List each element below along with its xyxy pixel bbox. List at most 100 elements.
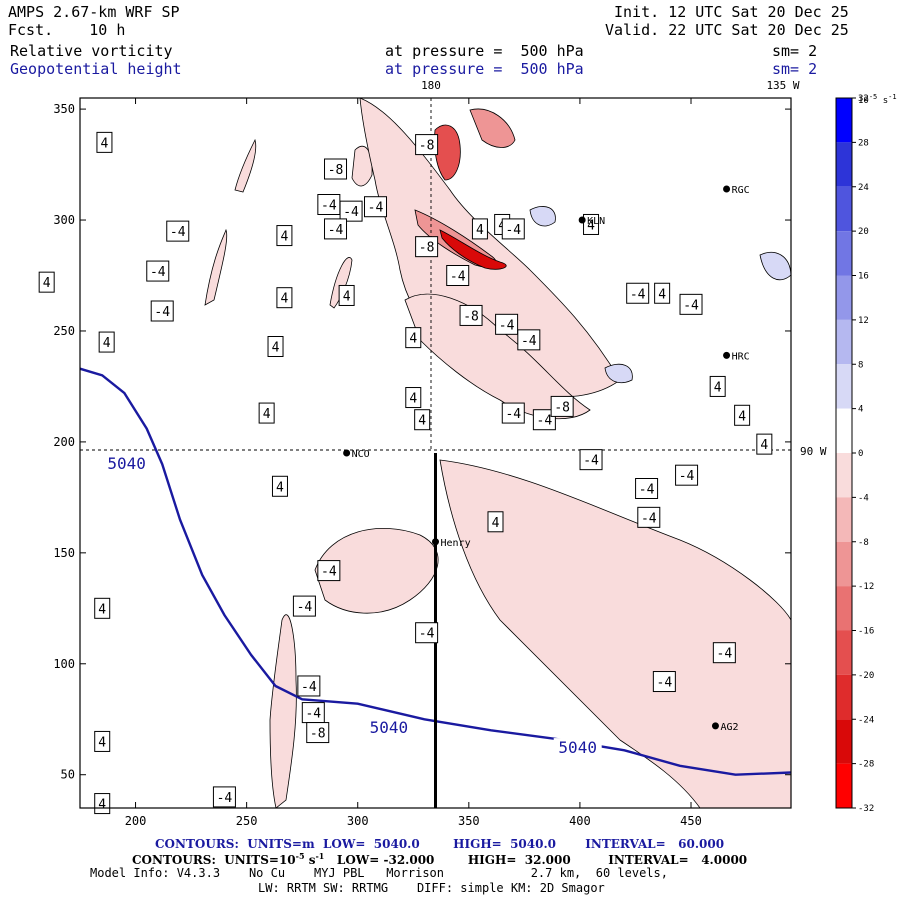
valid-time: Valid. 22 UTC Sat 20 Dec 25 xyxy=(605,21,849,39)
height-contour-labels: 5040 5040 5040 xyxy=(102,454,602,757)
vort-neg-1 xyxy=(529,206,556,227)
pressure-level-vorticity: at pressure = 500 hPa xyxy=(385,42,584,60)
vorticity-label-box xyxy=(324,218,348,240)
vort-core-n-2 xyxy=(469,108,516,148)
colorbar-segment-positive-vorticity xyxy=(836,719,852,764)
vorticity-shading xyxy=(204,98,791,808)
colorbar-tick-label: -28 xyxy=(858,760,874,770)
vorticity-label: 4 xyxy=(103,336,111,351)
station-label: HRC xyxy=(732,351,750,362)
colorbar: 32 28 24 20 16 12 8 4 0 -4 -8 -12 -16 -20 -24 -28 -32 xyxy=(835,94,874,814)
vorticity-label: -4 xyxy=(170,225,186,240)
vorticity-label-box xyxy=(495,313,519,335)
colorbar-segment-positive-vorticity xyxy=(836,541,852,587)
y-tick-label: 200 xyxy=(53,435,75,449)
y-tick-label: 350 xyxy=(53,102,75,116)
vorticity-label-box xyxy=(405,327,422,349)
vorticity-contour-info: CONTOURS: UNITS=10-5 s-1 LOW= -32.000 HI… xyxy=(132,851,748,867)
vorticity-label: -4 xyxy=(368,201,384,216)
colorbar-segment-positive-vorticity xyxy=(836,763,852,808)
vorticity-label: -4 xyxy=(321,565,337,580)
vort-band-south xyxy=(269,614,297,808)
vorticity-label-box xyxy=(338,284,355,306)
vorticity-label: -4 xyxy=(717,647,733,662)
vorticity-label-box xyxy=(583,213,600,235)
vorticity-label: 4 xyxy=(43,276,51,291)
vorticity-label-box xyxy=(96,131,113,153)
vorticity-label-box xyxy=(292,595,316,617)
vort-band-west-2 xyxy=(234,138,257,193)
y-tick-label: 50 xyxy=(61,768,75,782)
vorticity-label-box xyxy=(317,560,341,582)
vorticity-label: 4 xyxy=(98,602,106,617)
vorticity-label-box xyxy=(709,375,726,397)
colorbar-segment-positive-vorticity xyxy=(836,630,852,675)
colorbar-segment-negative-vorticity xyxy=(836,231,852,276)
vorticity-label: 4 xyxy=(409,392,417,407)
vorticity-label-box xyxy=(532,409,556,431)
vorticity-label-box xyxy=(579,449,603,471)
height-contour-group xyxy=(80,367,791,776)
meridian-label-90w: 90 W xyxy=(800,445,827,458)
vorticity-label: -4 xyxy=(499,318,515,333)
vort-neg-2 xyxy=(759,251,791,281)
vorticity-label: -8 xyxy=(463,309,479,324)
vorticity-label-box xyxy=(414,409,431,431)
colorbar-segment-negative-vorticity xyxy=(836,319,852,365)
vorticity-label-box xyxy=(550,395,574,417)
colorbar-tick-label: -12 xyxy=(858,582,874,592)
colorbar-tick-label: 8 xyxy=(858,360,863,370)
vorticity-label: 4 xyxy=(280,230,288,245)
colorbar-tick-label: 0 xyxy=(858,449,863,459)
vorticity-label: -4 xyxy=(328,223,344,238)
vorticity-label: 4 xyxy=(272,341,280,356)
vorticity-label-box xyxy=(405,387,422,409)
vort-band-central xyxy=(329,257,353,309)
vorticity-label: -8 xyxy=(328,163,344,178)
vorticity-label-box xyxy=(675,464,699,486)
vorticity-label-box xyxy=(267,336,284,357)
vorticity-label: -4 xyxy=(297,600,313,615)
vorticity-label-box xyxy=(166,220,190,242)
vorticity-label: -4 xyxy=(683,298,699,313)
vorticity-label: 4 xyxy=(280,292,288,307)
colorbar-tick-label: 24 xyxy=(858,183,869,193)
y-tick-label: 150 xyxy=(53,546,75,560)
vorticity-label: -4 xyxy=(343,205,359,220)
station-label: KLN xyxy=(587,216,605,227)
vorticity-label-box xyxy=(38,271,55,293)
vorticity-label-box xyxy=(339,200,363,222)
pressure-level-height: at pressure = 500 hPa xyxy=(385,60,584,78)
vorticity-label-box xyxy=(364,196,388,218)
vorticity-label: -4 xyxy=(657,676,673,691)
vorticity-label: 4 xyxy=(418,414,426,429)
height-contour-label: 5040 xyxy=(107,454,146,473)
vorticity-label-box xyxy=(635,478,659,499)
vorticity-label-box xyxy=(297,675,321,697)
vorticity-label-box xyxy=(212,786,236,808)
vorticity-label: -8 xyxy=(419,139,435,154)
height-contour-info: CONTOURS: UNITS=m LOW= 5040.0 HIGH= 5040… xyxy=(155,837,725,851)
vorticity-label-box xyxy=(271,475,288,497)
colorbar-segment-positive-vorticity xyxy=(836,497,852,542)
colorbar-tick-label: 28 xyxy=(858,138,869,148)
vorticity-label: -4 xyxy=(630,287,646,302)
height-contour-label: 5040 xyxy=(558,738,597,757)
vorticity-label-box xyxy=(276,225,293,247)
station-marker xyxy=(343,449,351,457)
vorticity-label-box xyxy=(637,506,661,528)
colorbar-segment-positive-vorticity xyxy=(836,586,852,631)
vorticity-label-box xyxy=(501,402,525,424)
smoothing-vorticity: sm= 2 xyxy=(772,42,818,60)
height-label-bg xyxy=(102,454,151,473)
vorticity-label: 4 xyxy=(98,798,106,813)
x-tick-label: 350 xyxy=(458,814,480,828)
vorticity-label-box xyxy=(652,671,676,693)
colorbar-tick-label: -20 xyxy=(858,671,874,681)
vorticity-label-box xyxy=(501,218,525,240)
colorbar-segment-positive-vorticity xyxy=(836,674,852,720)
vorticity-label: -8 xyxy=(554,400,570,415)
vorticity-label-box xyxy=(487,511,504,533)
station-marker xyxy=(432,538,439,546)
colorbar-tick-label: -8 xyxy=(858,538,869,548)
